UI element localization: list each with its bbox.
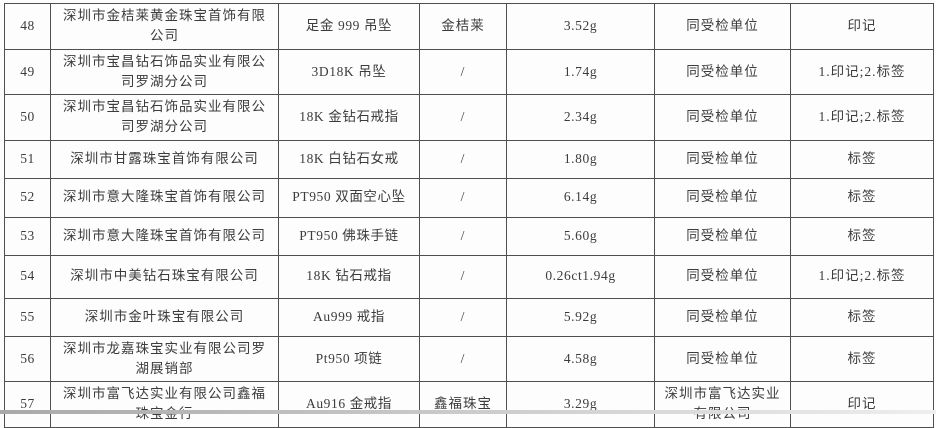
mark-cell: 标签	[790, 335, 934, 382]
seq-cell: 54	[4, 254, 51, 299]
weight-cell: 4.58g	[506, 335, 655, 382]
brand-cell: /	[419, 297, 507, 337]
product-cell: Pt950 项链	[278, 335, 420, 382]
company-cell: 深圳市富飞达实业有限公司鑫福珠宝金行	[50, 381, 279, 428]
product-cell: PT950 佛珠手链	[278, 216, 420, 256]
inspection-results-table: 48 深圳市金桔莱黄金珠宝首饰有限公司 足金 999 吊坠 金桔莱 3.52g 同受检单位…	[4, 3, 934, 428]
weight-cell: 5.92g	[506, 297, 655, 337]
table-row: 56 深圳市龙嘉珠宝实业有限公司罗湖展销部 Pt950 项链/4.58g 同受检单位标…	[4, 335, 934, 382]
table-row: 54 深圳市中美钻石珠宝有限公司 18K 钻石戒指/0.26ct1.94g 同受检单位…	[4, 254, 934, 299]
inspected-unit-cell: 深圳市富飞达实业有限公司	[654, 381, 791, 428]
seq-cell: 48	[4, 3, 51, 50]
seq-cell: 52	[4, 177, 51, 218]
seq-cell: 55	[4, 297, 51, 337]
product-cell: 18K 钻石戒指	[278, 254, 420, 299]
company-cell: 深圳市金桔莱黄金珠宝首饰有限公司	[50, 3, 279, 50]
brand-cell: /	[419, 335, 507, 382]
weight-cell: 3.52g	[506, 3, 655, 50]
brand-cell: /	[419, 177, 507, 218]
company-cell: 深圳市金叶珠宝有限公司	[50, 297, 279, 337]
inspected-unit-cell: 同受检单位	[654, 3, 791, 50]
mark-cell: 1.印记;2.标签	[790, 254, 934, 299]
inspected-unit-cell: 同受检单位	[654, 94, 791, 141]
company-cell: 深圳市宝昌钻石饰品实业有限公司罗湖分公司	[50, 48, 279, 95]
table-row: 48 深圳市金桔莱黄金珠宝首饰有限公司 足金 999 吊坠 金桔莱 3.52g 同受检单位…	[4, 3, 934, 50]
mark-cell: 标签	[790, 297, 934, 337]
brand-cell: /	[419, 216, 507, 256]
table-row: 57深圳市富飞达实业有限公司鑫福珠宝金行Au916 金戒指鑫福珠宝3.29g深圳…	[4, 381, 934, 428]
seq-cell: 49	[4, 48, 51, 95]
product-cell: 足金 999 吊坠	[278, 3, 420, 50]
inspected-unit-cell: 同受检单位	[654, 335, 791, 382]
page-bottom-shadow	[0, 410, 936, 414]
mark-cell: 标签	[790, 177, 934, 218]
weight-cell: 6.14g	[506, 177, 655, 218]
inspected-unit-cell: 同受检单位	[654, 297, 791, 337]
mark-cell: 标签	[790, 216, 934, 256]
table-row: 55 深圳市金叶珠宝有限公司 Au999 戒指/5.92g 同受检单位 标签	[4, 297, 934, 337]
seq-cell: 57	[4, 381, 51, 428]
company-cell: 深圳市甘露珠宝首饰有限公司	[50, 139, 279, 179]
table-row: 50 深圳市宝昌钻石饰品实业有限公司罗湖分公司 18K 金钻石戒指/2.34g 同受检…	[4, 94, 934, 141]
brand-cell: /	[419, 139, 507, 179]
seq-cell: 56	[4, 335, 51, 382]
weight-cell: 5.60g	[506, 216, 655, 256]
inspected-unit-cell: 同受检单位	[654, 254, 791, 299]
company-cell: 深圳市意大隆珠宝首饰有限公司	[50, 216, 279, 256]
mark-cell: 印记	[790, 381, 934, 428]
mark-cell: 印记	[790, 3, 934, 50]
document-page: 48 深圳市金桔莱黄金珠宝首饰有限公司 足金 999 吊坠 金桔莱 3.52g 同受检单位…	[0, 3, 936, 428]
mark-cell: 标签	[790, 139, 934, 179]
company-cell: 深圳市意大隆珠宝首饰有限公司	[50, 177, 279, 218]
product-cell: 18K 白钻石女戒	[278, 139, 420, 179]
weight-cell: 0.26ct1.94g	[506, 254, 655, 299]
seq-cell: 53	[4, 216, 51, 256]
weight-cell: 2.34g	[506, 94, 655, 141]
inspected-unit-cell: 同受检单位	[654, 139, 791, 179]
inspected-unit-cell: 同受检单位	[654, 216, 791, 256]
product-cell: Au999 戒指	[278, 297, 420, 337]
brand-cell: 金桔莱	[419, 3, 507, 50]
company-cell: 深圳市中美钻石珠宝有限公司	[50, 254, 279, 299]
weight-cell: 1.80g	[506, 139, 655, 179]
weight-cell: 1.74g	[506, 48, 655, 95]
inspection-table-body: 48 深圳市金桔莱黄金珠宝首饰有限公司 足金 999 吊坠 金桔莱 3.52g 同受检单位…	[4, 3, 934, 428]
table-row: 53 深圳市意大隆珠宝首饰有限公司 PT950 佛珠手链/5.60g 同受检单位 标签	[4, 216, 934, 256]
table-row: 51 深圳市甘露珠宝首饰有限公司 18K 白钻石女戒/1.80g 同受检单位 标签	[4, 139, 934, 179]
product-cell: 3D18K 吊坠	[278, 48, 420, 95]
brand-cell: /	[419, 94, 507, 141]
company-cell: 深圳市宝昌钻石饰品实业有限公司罗湖分公司	[50, 94, 279, 141]
table-row: 49 深圳市宝昌钻石饰品实业有限公司罗湖分公司 3D18K 吊坠/1.74g 同受检单…	[4, 48, 934, 95]
product-cell: 18K 金钻石戒指	[278, 94, 420, 141]
brand-cell: /	[419, 254, 507, 299]
seq-cell: 50	[4, 94, 51, 141]
brand-cell: 鑫福珠宝	[419, 381, 507, 428]
product-cell: PT950 双面空心坠	[278, 177, 420, 218]
mark-cell: 1.印记;2.标签	[790, 94, 934, 141]
seq-cell: 51	[4, 139, 51, 179]
company-cell: 深圳市龙嘉珠宝实业有限公司罗湖展销部	[50, 335, 279, 382]
mark-cell: 1.印记;2.标签	[790, 48, 934, 95]
inspected-unit-cell: 同受检单位	[654, 177, 791, 218]
brand-cell: /	[419, 48, 507, 95]
weight-cell: 3.29g	[506, 381, 655, 428]
product-cell: Au916 金戒指	[278, 381, 420, 428]
inspected-unit-cell: 同受检单位	[654, 48, 791, 95]
table-row: 52 深圳市意大隆珠宝首饰有限公司 PT950 双面空心坠/6.14g 同受检单位 标签	[4, 177, 934, 218]
